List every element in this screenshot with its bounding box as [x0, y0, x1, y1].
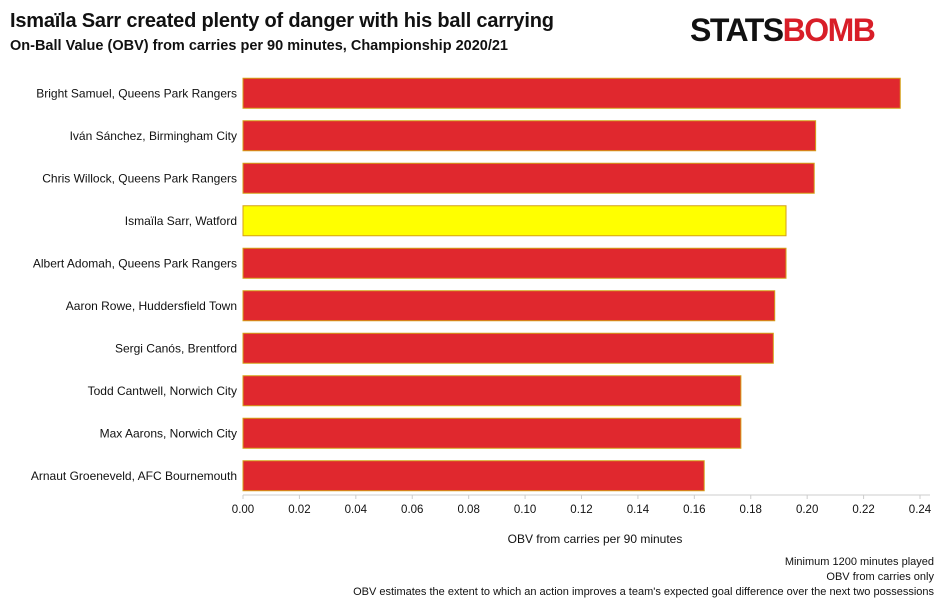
chart-subtitle: On-Ball Value (OBV) from carries per 90 … [10, 38, 508, 54]
x-tick-label: 0.00 [232, 504, 254, 516]
bar [242, 460, 705, 492]
footer-note: Minimum 1200 minutes played [784, 556, 934, 568]
x-tick-label: 0.04 [345, 504, 368, 516]
logo-text-stats: STATS [690, 12, 784, 48]
chart-title: Ismaïla Sarr created plenty of danger wi… [10, 10, 554, 32]
bar [242, 247, 787, 279]
y-tick-label: Aaron Rowe, Huddersfield Town [66, 299, 237, 313]
bar-chart: Bright Samuel, Queens Park Rangers Iván S… [31, 77, 932, 516]
y-tick-label: Arnaut Groeneveld, AFC Bournemouth [31, 469, 237, 483]
y-tick-label: Bright Samuel, Queens Park Rangers [36, 86, 237, 100]
x-tick-label: 0.06 [401, 504, 423, 516]
x-tick-label: 0.20 [796, 504, 818, 516]
x-tick-label: 0.24 [909, 504, 932, 516]
x-tick-label: 0.18 [740, 504, 762, 516]
logo-text-bomb: BOMB [782, 12, 876, 48]
bar-highlighted [242, 205, 787, 237]
y-tick-label: Iván Sánchez, Birmingham City [70, 129, 237, 143]
y-tick-label: Chris Willock, Queens Park Rangers [42, 171, 237, 185]
footer-note: OBV from carries only [826, 571, 934, 583]
y-tick-label: Ismaïla Sarr, Watford [125, 214, 237, 228]
bar [242, 332, 774, 364]
bar [242, 290, 776, 322]
x-tick-label: 0.14 [627, 504, 650, 516]
footer-notes: Minimum 1200 minutes played OBV from car… [353, 555, 934, 600]
footer-note: OBV estimates the extent to which an act… [353, 586, 934, 598]
y-tick-label: Todd Cantwell, Norwich City [88, 384, 237, 398]
bar [242, 77, 901, 109]
x-tick-label: 0.22 [852, 504, 874, 516]
bar [242, 162, 815, 194]
x-tick-label: 0.08 [457, 504, 479, 516]
y-tick-label: Albert Adomah, Queens Park Rangers [33, 256, 237, 270]
x-axis-label: OBV from carries per 90 minutes [507, 532, 683, 546]
bar [242, 375, 742, 407]
bar [242, 417, 742, 449]
y-tick-label: Sergi Canós, Brentford [115, 341, 237, 355]
x-tick-label: 0.12 [570, 504, 592, 516]
x-tick-label: 0.10 [514, 504, 536, 516]
y-tick-label: Max Aarons, Norwich City [100, 426, 237, 440]
x-tick-label: 0.16 [683, 504, 705, 516]
statsbomb-logo: STATSBOMB [690, 12, 876, 48]
x-tick-label: 0.02 [288, 504, 310, 516]
bar [242, 120, 817, 152]
